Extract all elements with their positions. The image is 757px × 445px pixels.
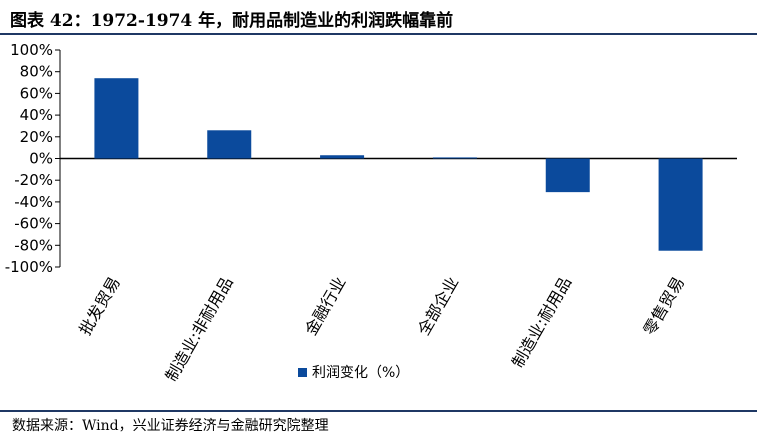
- bar: [545, 158, 590, 193]
- y-tick-label: 80%: [20, 63, 53, 81]
- legend-swatch: [298, 368, 307, 377]
- legend-label: 利润变化（%）: [312, 365, 409, 381]
- x-tick-label: 零售贸易: [640, 274, 688, 339]
- y-tick-label: 100%: [10, 41, 53, 59]
- bars: [94, 78, 703, 251]
- y-tick-label: -60%: [14, 215, 53, 233]
- x-tick-label: 全部企业: [414, 273, 462, 338]
- source-note: 数据来源：Wind，兴业证券经济与金融研究院整理: [12, 418, 329, 434]
- title-rule: [0, 33, 757, 35]
- bar: [320, 155, 365, 159]
- x-tick-label: 制造业:非耐用品: [162, 274, 237, 385]
- y-tick-label: 0%: [29, 150, 53, 168]
- y-axis: 100% 80% 60% 40% 20% 0% -20% -40% -60% -80% -100%: [5, 41, 737, 276]
- x-tick-label: 制造业:耐用品: [508, 274, 575, 371]
- bar: [94, 78, 139, 159]
- bar: [432, 157, 477, 159]
- chart-title: 图表 42：1972-1974 年，耐用品制造业的利润跌幅靠前: [10, 11, 454, 31]
- x-tick-label: 金融行业: [301, 274, 349, 339]
- x-tick-label: 批发贸易: [75, 274, 123, 339]
- legend: 利润变化（%）: [298, 365, 409, 381]
- y-tick-label: -100%: [5, 258, 53, 276]
- y-tick-label: 60%: [20, 84, 53, 102]
- y-tick-label: -20%: [14, 171, 53, 189]
- y-tick-label: -80%: [14, 236, 53, 254]
- y-tick-label: 20%: [20, 128, 53, 146]
- y-tick-label: -40%: [14, 193, 53, 211]
- y-tick-label: 40%: [20, 106, 53, 124]
- footer-rule: [0, 410, 757, 412]
- bar: [207, 130, 252, 159]
- bar-chart: 100%80%60%40%20%0%-20%-40%-60%-80%-100% …: [5, 41, 737, 385]
- bar: [658, 158, 703, 251]
